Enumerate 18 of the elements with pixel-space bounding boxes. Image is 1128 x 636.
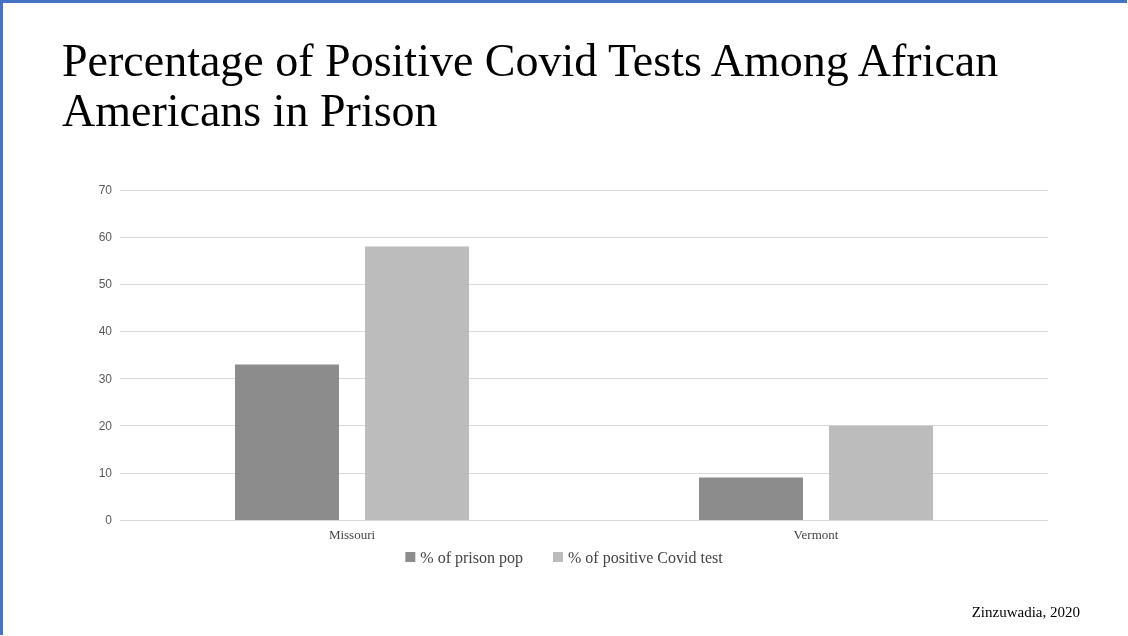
bar	[829, 425, 933, 520]
y-tick-label: 0	[105, 513, 113, 527]
bar	[699, 477, 803, 520]
chart-title: Percentage of Positive Covid Tests Among African Americans in Prison	[62, 35, 1000, 136]
x-tick-label: Vermont	[793, 527, 839, 542]
legend-label: % of prison pop	[420, 548, 523, 567]
bar	[365, 246, 469, 520]
x-tick-label: Missouri	[328, 527, 376, 542]
bar	[235, 364, 339, 520]
y-tick-label: 10	[98, 465, 113, 480]
y-tick-label: 20	[98, 418, 113, 433]
y-tick-label: 60	[98, 230, 113, 245]
y-tick-label: 70	[98, 183, 113, 197]
legend-label: % of positive Covid test	[568, 548, 724, 567]
y-tick-label: 50	[98, 277, 113, 292]
y-tick-label: 30	[98, 371, 113, 386]
text: Zinzuwadia, 2020	[971, 604, 1080, 621]
y-tick-label: 40	[98, 324, 113, 339]
